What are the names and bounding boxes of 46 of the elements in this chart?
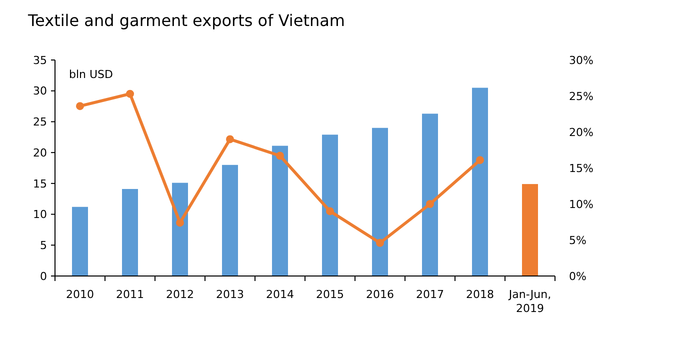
y-tick-label: 5: [40, 238, 47, 252]
bar: [272, 146, 288, 276]
x-tick-label: 2018: [466, 288, 494, 301]
point: [376, 238, 384, 247]
x-tick-label: 2011: [116, 288, 144, 301]
point: [76, 102, 84, 110]
y2-tick-label: 5%: [569, 234, 586, 247]
x-tick-label: 2012: [166, 288, 194, 301]
point: [126, 90, 134, 98]
bar: [522, 184, 538, 276]
bar: [422, 114, 438, 276]
y-tick-label: 25: [33, 116, 47, 129]
x-tick-label: 2016: [366, 288, 394, 301]
y-tick-label: 20: [33, 146, 47, 160]
y2-tick-label: 20%: [569, 126, 594, 139]
y-tick-label: 10: [33, 208, 47, 222]
point: [476, 156, 484, 164]
y2-tick-label: 30%: [569, 54, 594, 67]
x-tick-label: Jan-Jun, 2019: [508, 288, 552, 315]
point: [326, 207, 334, 216]
y2-tick-label: 0%: [569, 270, 586, 283]
x-tick-label: 2017: [416, 288, 444, 301]
y2-tick-label: 10%: [569, 198, 594, 211]
bar: [322, 134, 338, 276]
x-tick-label: 2010: [66, 288, 94, 301]
x-tick-label: 2015: [316, 288, 344, 301]
y2-tick-label: 25%: [569, 90, 594, 103]
bar: [222, 164, 238, 276]
y-axis-title: bln USD: [69, 68, 114, 81]
y-tick-label: 30: [33, 84, 47, 98]
point: [226, 135, 234, 144]
bar: [172, 182, 188, 276]
y-tick-label: 15: [33, 177, 47, 190]
x-tick-label: 2013: [216, 288, 244, 301]
point: [176, 218, 184, 227]
point: [276, 152, 284, 160]
bar: [122, 188, 138, 276]
chart-title: Textile and garment exports of Vietnam: [27, 11, 345, 30]
bar: [72, 206, 88, 276]
y2-tick-label: 15%: [569, 162, 594, 175]
point: [426, 200, 434, 208]
y-tick-label: 0: [40, 270, 47, 283]
x-tick-label: 2014: [266, 288, 294, 301]
bar: [472, 88, 488, 276]
bar: [372, 128, 388, 276]
y-tick-label: 35: [33, 54, 47, 67]
